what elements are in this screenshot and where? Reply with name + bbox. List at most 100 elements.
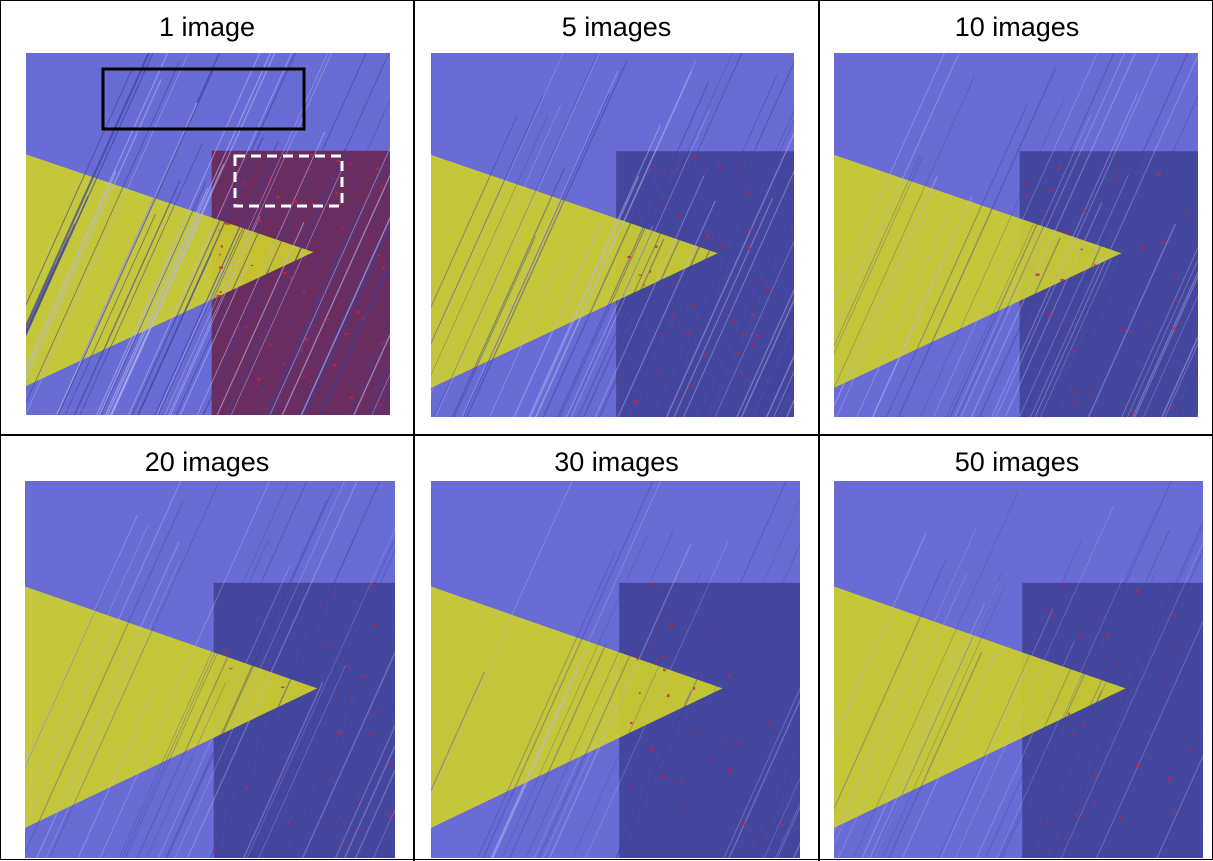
scratch-line [461,70,619,417]
scratch-line [651,617,761,858]
red-defect-mark [302,375,307,378]
scratch-line [276,602,393,858]
scratch-line [26,264,55,330]
scratch-line [25,524,149,800]
red-defect-mark [666,694,670,698]
red-defect-mark [344,332,348,336]
scratch-line [271,151,390,415]
scratch-line [1134,275,1198,417]
scratch-line [897,67,1057,417]
red-defect-mark [1051,616,1056,618]
micrograph-svg [834,53,1198,417]
scratch-line [1146,733,1203,858]
panel-title: 50 images [954,447,1080,477]
red-defect-mark [732,319,735,322]
scratch-line [888,651,983,858]
scratch-line [431,115,518,309]
scratch-line [100,180,207,415]
scratch-line [373,377,390,415]
scratch-line [25,556,120,768]
red-defect-mark [310,154,314,156]
red-defect-mark [1065,836,1068,840]
red-defect-mark [1092,613,1094,615]
red-defect-mark [685,332,690,336]
red-defect-mark [266,666,269,668]
scratch-line [750,748,800,858]
red-defect-mark [219,291,222,294]
red-defect-mark [326,318,330,320]
scratch-line [538,651,633,858]
red-defect-mark [341,822,345,825]
scratch-line [566,225,654,417]
red-defect-mark [1023,183,1026,186]
micrograph-image [26,53,390,415]
red-defect-mark [747,246,751,249]
scratch-line [105,187,209,415]
scratch-line [658,543,800,858]
scratch-line [759,340,794,417]
red-defect-mark [218,229,221,231]
scratch-line [1001,481,1173,858]
scratch-line [656,222,746,417]
red-defect-mark [723,738,725,741]
red-defect-mark [1171,327,1175,330]
red-defect-mark [656,203,660,206]
red-defect-mark [747,229,751,232]
red-defect-mark [386,814,391,817]
scratch-line [179,257,252,415]
red-defect-mark [744,191,749,194]
scratch-line [838,574,967,858]
red-defect-mark [689,730,691,733]
red-defect-mark [1187,749,1191,752]
red-defect-mark [649,270,652,273]
scratch-line [1132,270,1198,417]
red-defect-mark [373,624,377,626]
red-defect-mark [335,192,338,195]
scratch-line [319,258,390,415]
red-defect-mark [224,222,226,224]
scratch-line [492,668,579,858]
micrograph-svg [25,481,395,858]
scratch-line [638,499,800,858]
micrograph-image [431,481,800,858]
scratch-line [246,528,395,858]
red-defect-mark [242,183,246,185]
scratch-line [873,581,999,858]
scratch-line [954,506,1114,858]
scratch-line [869,603,985,858]
scratch-line [25,481,182,829]
scratch-line [230,170,342,415]
red-defect-mark [1141,246,1145,250]
scratch-line [559,156,678,417]
red-defect-mark [341,226,345,228]
scratch-line [1004,201,1103,417]
scratch-line [64,213,156,415]
red-defect-mark [286,820,291,824]
scratch-line [834,641,921,834]
scratch-line [957,205,1054,417]
scratch-line [766,354,794,417]
red-defect-mark [1118,816,1122,819]
scratch-line [946,171,1058,417]
red-defect-mark [655,658,658,661]
scratch-line [568,53,733,417]
scratch-line [834,528,977,846]
scratch-line [533,661,623,858]
scratch-line [1087,223,1176,417]
red-defect-mark [659,173,661,176]
scratch-line [287,618,395,858]
scratch-line [1039,259,1112,417]
scratch-line [292,693,367,858]
scratch-line [1053,526,1203,858]
micrograph-image [834,481,1203,858]
red-defect-mark [349,696,353,699]
scratch-line [1021,529,1170,858]
scratch-line [1026,570,1157,858]
red-defect-mark [369,733,374,736]
red-defect-mark [1113,178,1117,180]
red-defect-mark [649,747,654,751]
scratch-line [773,370,794,417]
scratch-line [1126,259,1198,417]
scratch-line [361,784,395,858]
scratch-line [26,53,169,369]
